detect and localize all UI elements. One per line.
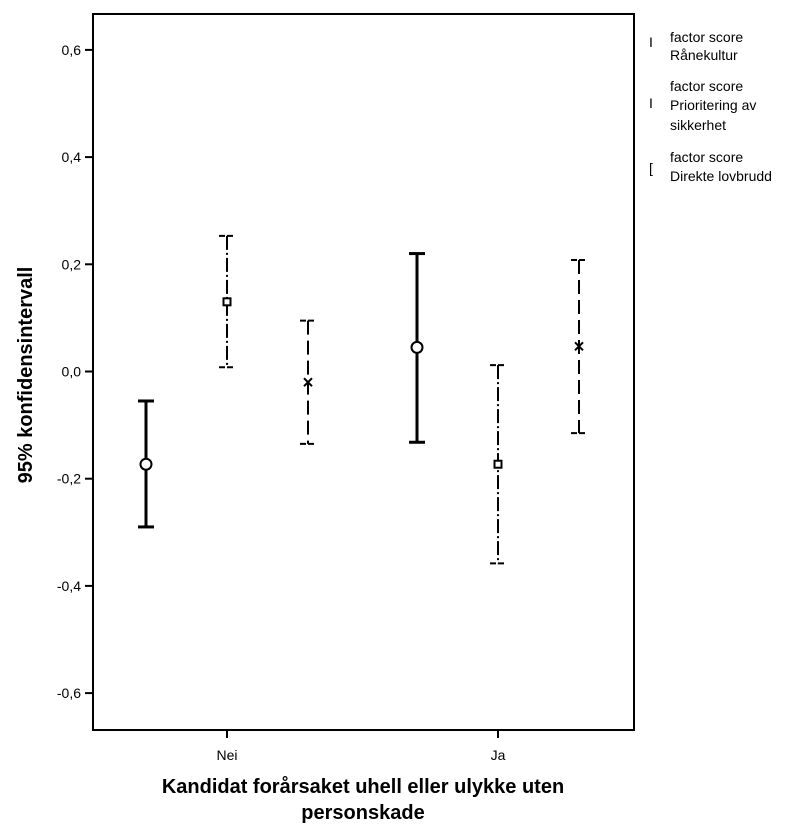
y-tick-label: 0,2	[62, 256, 82, 272]
mean-marker-square	[222, 297, 232, 307]
legend-label-line: Direkte lovbrudd	[670, 168, 772, 184]
mean-marker-square	[493, 459, 503, 469]
legend-label-line: factor score	[670, 78, 743, 94]
y-tick-label: -0,6	[57, 685, 81, 701]
mean-marker-circle	[410, 340, 424, 354]
x-axis-title-line-2: personskade	[301, 802, 424, 824]
plot-frame	[92, 13, 635, 731]
legend-symbol: I	[649, 95, 653, 111]
error-bar	[300, 319, 316, 445]
legend-symbol: I	[649, 34, 653, 50]
error-bar	[138, 399, 154, 529]
y-axis-title: 95% konfidensintervall	[15, 267, 37, 484]
error-bars	[138, 234, 587, 565]
mean-marker-x	[303, 377, 313, 387]
x-axis-title-line-1: Kandidat forårsaket uhell eller ulykke u…	[162, 775, 564, 798]
error-bar	[409, 252, 425, 444]
error-bar	[219, 234, 235, 369]
error-bar	[490, 364, 506, 565]
error-bar	[571, 259, 587, 435]
legend-symbol: [	[649, 160, 653, 176]
legend-label-line: sikkerhet	[670, 117, 726, 133]
y-tick-label: 0,6	[62, 42, 82, 58]
x-tick-label: Ja	[491, 747, 506, 763]
legend-label-line: Prioritering av	[670, 97, 756, 113]
x-tick-label: Nei	[216, 747, 237, 763]
y-tick-label: -0,2	[57, 471, 81, 487]
y-tick-label: -0,4	[57, 578, 81, 594]
mean-marker-x	[574, 341, 584, 352]
y-axis: -0,6 -0,4 -0,2 0,0 0,2 0,4 0,6	[57, 42, 93, 701]
mean-marker-circle	[139, 457, 153, 471]
x-axis: Nei Ja	[216, 730, 506, 763]
legend-label-line: factor score	[670, 29, 743, 45]
y-tick-label: 0,0	[62, 364, 82, 380]
legend-label-line: factor score	[670, 149, 743, 165]
y-tick-label: 0,4	[62, 149, 82, 165]
legend-label-line: Rånekultur	[670, 47, 738, 63]
